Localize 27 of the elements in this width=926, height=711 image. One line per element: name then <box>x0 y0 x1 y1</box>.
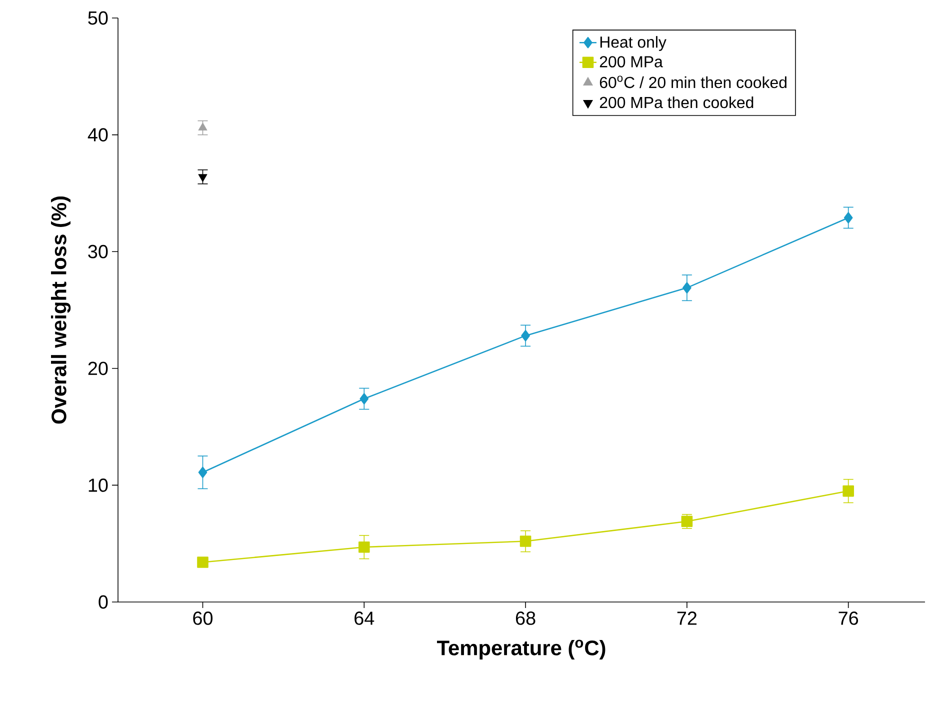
point <box>682 282 692 294</box>
point <box>358 541 370 553</box>
point <box>520 536 532 547</box>
y-tick-label: 10 <box>88 478 108 492</box>
x-tick-label: 76 <box>838 612 858 625</box>
legend-label: 60$^{o}$C / 20 min then cooked <box>600 76 786 88</box>
y-tick-label: 30 <box>88 244 108 258</box>
legend-label: Heat only <box>600 36 666 51</box>
y-tick-label: 0 <box>98 595 108 609</box>
point <box>844 212 853 224</box>
point <box>521 330 530 342</box>
y-tick-label: 20 <box>88 362 108 376</box>
y-tick-label: 50 <box>88 11 108 25</box>
y-axis-title: Overall weight loss (%) <box>50 196 71 424</box>
legend-label: 200 MPa <box>600 56 663 68</box>
x-axis-title: Temperature ($^{o}$C) <box>437 640 606 660</box>
point <box>360 393 369 404</box>
legend-label: 200 MPa then cooked <box>600 96 754 108</box>
x-tick-label: 68 <box>516 612 536 625</box>
x-tick-label: 72 <box>677 612 697 625</box>
point <box>198 466 208 478</box>
y-tick-label: 40 <box>88 128 108 142</box>
x-tick-label: 60 <box>193 612 213 625</box>
point <box>842 485 854 497</box>
x-tick-label: 64 <box>354 612 374 625</box>
point <box>198 122 208 130</box>
point <box>197 556 208 568</box>
